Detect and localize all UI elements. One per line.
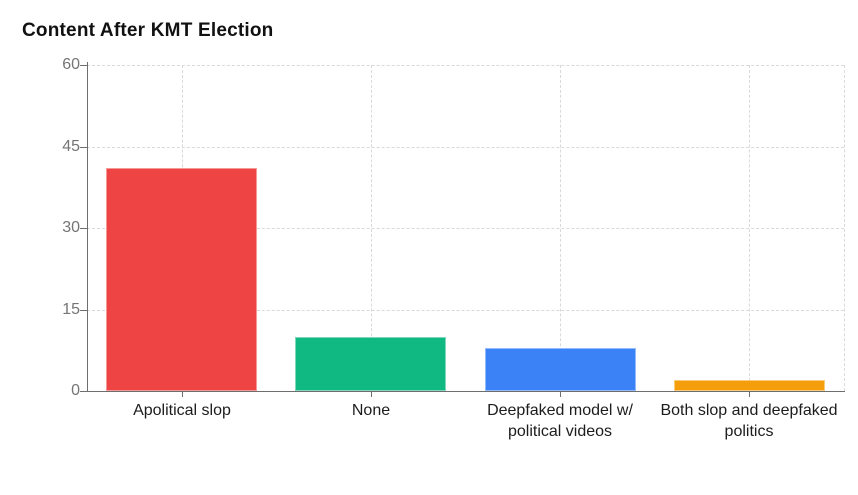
y-tick-mark	[80, 309, 87, 311]
x-category-label: Deepfaked model w/ political videos	[487, 402, 633, 440]
gridline-horizontal	[87, 146, 844, 148]
y-tick-label: 45	[62, 137, 80, 155]
y-tick-label: 60	[62, 56, 80, 73]
bar-1	[106, 168, 257, 391]
x-category-label: Both slop and deepfaked politics	[660, 402, 838, 440]
gridline-horizontal	[87, 309, 844, 311]
x-tick-mark	[749, 392, 751, 397]
chart-title: Content After KMT Election	[22, 20, 274, 41]
gridline-vertical	[749, 65, 751, 391]
bar-2	[295, 337, 446, 391]
x-category-label: Apolitical slop	[133, 402, 231, 419]
x-category-label: None	[351, 402, 391, 419]
y-tick-label: 30	[62, 219, 80, 236]
x-tick-mark	[370, 392, 372, 397]
x-tick-mark	[560, 392, 562, 397]
y-tick-mark	[80, 391, 87, 392]
gridline-horizontal	[87, 228, 844, 229]
y-tick-label: 15	[62, 300, 80, 318]
y-tick-label: 0	[71, 382, 80, 399]
bar-3	[485, 348, 636, 391]
bar-4	[674, 380, 825, 391]
y-tick-mark	[80, 65, 87, 66]
y-tick-mark	[80, 228, 87, 229]
gridline-horizontal	[87, 65, 844, 66]
gridline-vertical-right-edge	[844, 65, 845, 391]
x-tick-mark	[181, 392, 183, 397]
y-tick-mark	[80, 146, 87, 148]
x-axis-line	[87, 391, 845, 392]
gridline-vertical	[370, 65, 372, 391]
y-axis-line	[87, 62, 88, 392]
gridline-vertical	[560, 65, 562, 391]
